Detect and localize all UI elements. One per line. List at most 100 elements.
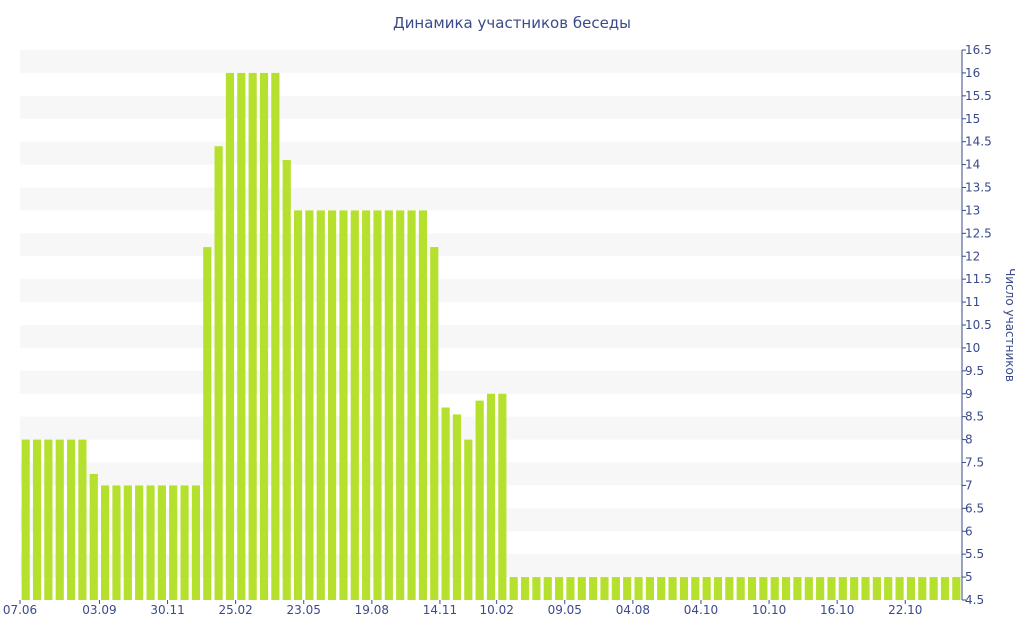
bar bbox=[657, 577, 666, 600]
y-tick-label: 6.5 bbox=[965, 501, 984, 515]
bar bbox=[804, 577, 813, 600]
bar bbox=[430, 247, 439, 600]
bar bbox=[214, 146, 223, 600]
bar bbox=[611, 577, 620, 600]
bar bbox=[396, 210, 405, 601]
bar bbox=[78, 439, 87, 600]
y-ticks-group: 4.5 5 5.5 6 6.5 7 7.5 8 8.5 9 9.5 10 10.5 11 11.5 12 12.… bbox=[962, 43, 992, 607]
y-tick-label: 8.5 bbox=[965, 410, 984, 424]
bar bbox=[66, 439, 76, 600]
grid-band bbox=[20, 279, 962, 303]
bar bbox=[940, 577, 950, 600]
bar bbox=[123, 485, 132, 600]
y-tick-label: 5 bbox=[965, 570, 973, 584]
bar bbox=[566, 577, 575, 600]
bar bbox=[112, 485, 121, 600]
bar bbox=[736, 577, 745, 600]
bar bbox=[861, 577, 870, 600]
x-tick-label: 07.06 bbox=[3, 603, 37, 617]
bar bbox=[328, 210, 337, 601]
y-tick-label: 7 bbox=[965, 478, 973, 492]
y-tick-label: 8 bbox=[965, 433, 973, 447]
bar bbox=[464, 439, 473, 600]
y-tick-label: 9.5 bbox=[965, 364, 984, 378]
bar bbox=[713, 577, 723, 600]
y-tick-label: 10 bbox=[965, 341, 980, 355]
bar bbox=[316, 210, 325, 601]
bar bbox=[237, 72, 246, 601]
x-ticks-group: 07.06 03.09 30.11 25.02 23.05 19.08 14.11 10.02… bbox=[3, 600, 922, 617]
y-tick-label: 14 bbox=[965, 158, 980, 172]
bar bbox=[225, 72, 235, 601]
bar bbox=[884, 577, 893, 600]
bar bbox=[55, 439, 64, 600]
grid-band bbox=[20, 233, 962, 257]
bar bbox=[702, 577, 711, 600]
x-tick-label: 04.08 bbox=[616, 603, 650, 617]
bar bbox=[747, 577, 757, 600]
x-tick-label: 03.09 bbox=[82, 603, 116, 617]
bar bbox=[577, 577, 586, 600]
bar bbox=[101, 485, 110, 600]
bar bbox=[838, 577, 847, 600]
bar bbox=[475, 400, 484, 601]
x-tick-label: 04.10 bbox=[684, 603, 718, 617]
bar bbox=[589, 577, 598, 600]
y-tick-label: 13 bbox=[965, 203, 980, 217]
bar bbox=[634, 577, 643, 600]
y-tick-label: 7.5 bbox=[965, 456, 984, 470]
chart-title: Динамика участников беседы bbox=[393, 14, 631, 32]
y-tick-label: 10.5 bbox=[965, 318, 992, 332]
x-tick-label: 19.08 bbox=[355, 603, 389, 617]
bar bbox=[793, 577, 802, 600]
bar bbox=[770, 577, 779, 600]
bar bbox=[725, 577, 734, 600]
y-tick-label: 11 bbox=[965, 295, 980, 309]
x-tick-label: 10.10 bbox=[752, 603, 786, 617]
bar bbox=[691, 577, 700, 600]
x-tick-label: 16.10 bbox=[820, 603, 854, 617]
bar bbox=[248, 72, 257, 601]
y-tick-label: 16.5 bbox=[965, 43, 992, 57]
bar bbox=[203, 247, 212, 600]
bar bbox=[895, 577, 904, 600]
bar bbox=[350, 210, 359, 601]
bar bbox=[532, 577, 541, 600]
bar bbox=[486, 393, 496, 600]
bar bbox=[362, 210, 371, 601]
x-tick-label: 09.05 bbox=[548, 603, 582, 617]
bar bbox=[407, 210, 416, 601]
bar bbox=[259, 72, 269, 601]
bar bbox=[906, 577, 916, 600]
bar bbox=[498, 393, 507, 600]
y-tick-label: 15 bbox=[965, 112, 980, 126]
bar bbox=[543, 577, 552, 600]
bar bbox=[135, 485, 144, 600]
grid-band bbox=[20, 187, 962, 211]
bar bbox=[452, 414, 462, 600]
bar bbox=[191, 485, 200, 600]
y-tick-label: 12.5 bbox=[965, 226, 992, 240]
grid-band bbox=[20, 141, 962, 165]
bar bbox=[827, 577, 836, 600]
bar bbox=[600, 577, 609, 600]
y-axis-label: Число участников bbox=[1003, 268, 1017, 382]
y-tick-label: 5.5 bbox=[965, 547, 984, 561]
bars-group bbox=[21, 72, 961, 601]
x-tick-label: 23.05 bbox=[287, 603, 321, 617]
bar bbox=[816, 577, 825, 600]
y-tick-label: 11.5 bbox=[965, 272, 992, 286]
y-tick-label: 4.5 bbox=[965, 593, 984, 607]
x-tick-label: 30.11 bbox=[150, 603, 184, 617]
bar bbox=[339, 210, 348, 601]
bar bbox=[918, 577, 927, 600]
x-tick-label: 22.10 bbox=[888, 603, 922, 617]
bar bbox=[555, 577, 564, 600]
y-tick-label: 9 bbox=[965, 387, 973, 401]
bar bbox=[293, 210, 303, 601]
bar bbox=[509, 577, 518, 600]
bar bbox=[271, 72, 280, 601]
y-tick-label: 15.5 bbox=[965, 89, 992, 103]
